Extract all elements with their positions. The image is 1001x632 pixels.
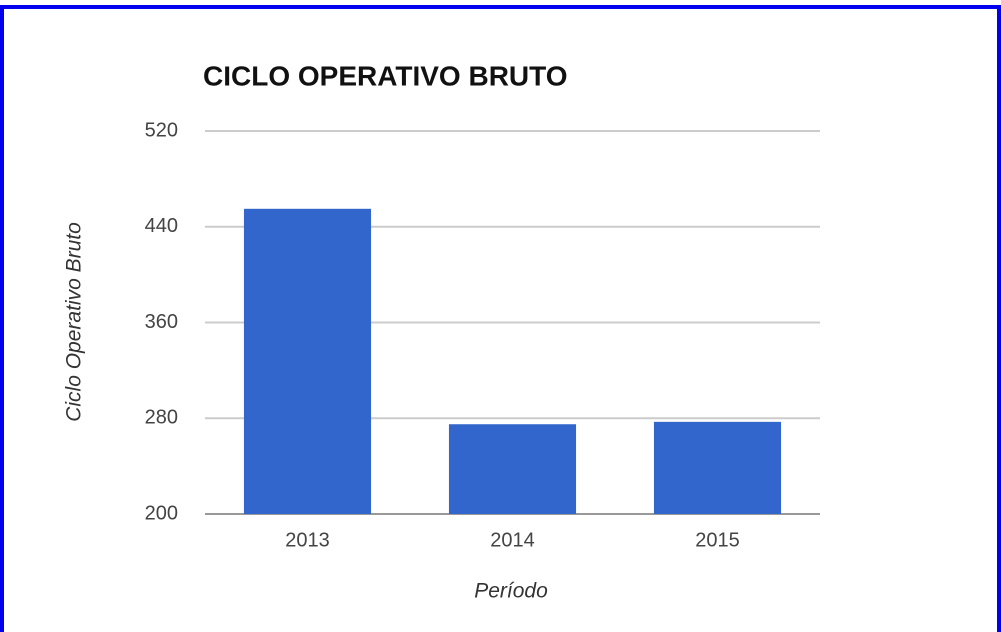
y-tick-label: 440: [145, 215, 178, 237]
frame: [0, 5, 1001, 632]
bar: [448, 424, 577, 514]
y-tick-label: 200: [145, 502, 178, 524]
y-tick-label: 520: [145, 119, 178, 141]
y-tick-label: 280: [145, 407, 178, 429]
chart-title: CICLO OPERATIVO BRUTO: [203, 60, 568, 91]
x-tick-label: 2015: [695, 529, 740, 551]
y-tick-label: 360: [145, 311, 178, 333]
bar: [653, 421, 782, 514]
bar: [243, 208, 372, 514]
x-axis-label: Período: [474, 580, 548, 603]
y-axis-label: Ciclo Operativo Bruto: [63, 222, 86, 422]
x-tick-label: 2014: [490, 529, 535, 551]
x-tick-label: 2013: [285, 529, 330, 551]
